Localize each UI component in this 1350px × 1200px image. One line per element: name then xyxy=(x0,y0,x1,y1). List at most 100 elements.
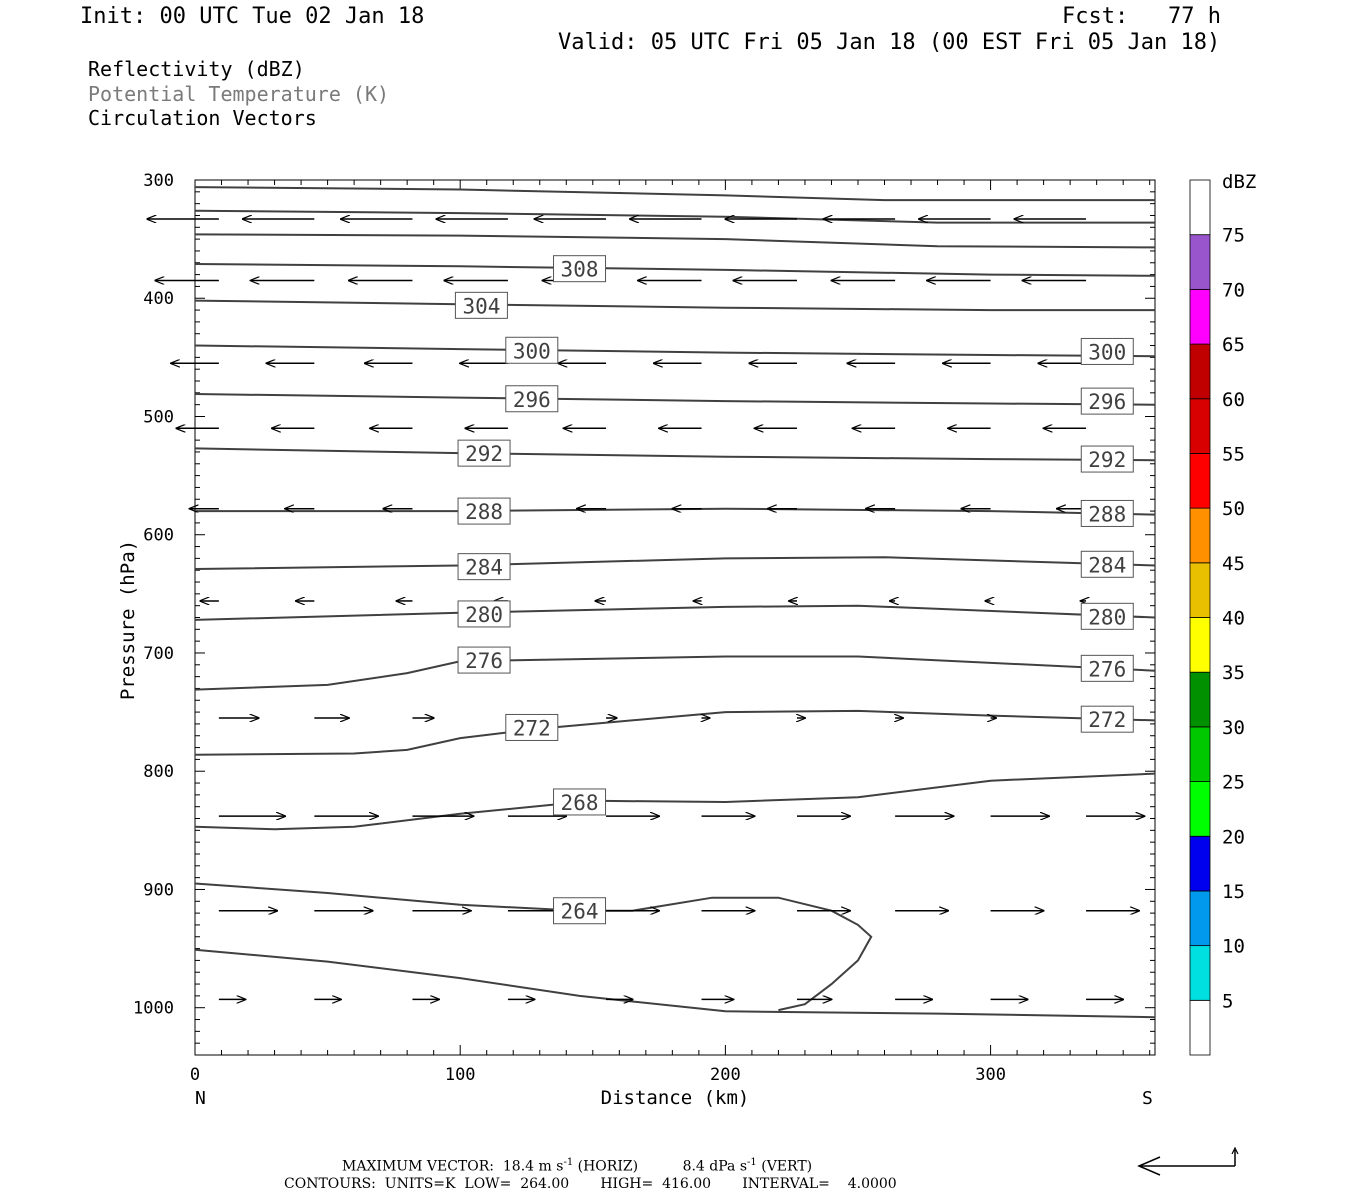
colorbar-level-label: 65 xyxy=(1222,334,1245,356)
reference-vector-icon xyxy=(1137,1146,1239,1176)
contour-label-box xyxy=(505,713,559,741)
theta-contour-264 xyxy=(194,882,873,1012)
colorbar-level-label: 20 xyxy=(1222,826,1245,848)
colorbar-level-label: 10 xyxy=(1222,936,1245,958)
contour-label-box xyxy=(457,439,511,467)
colorbar-level-label: 75 xyxy=(1222,225,1245,247)
contour-label-box xyxy=(1080,387,1134,415)
field-vectors-title: Circulation Vectors xyxy=(88,106,317,130)
y-tick-labels: 300 400 500 600 700 800 900 1000 xyxy=(133,171,174,1019)
theta-contour-296 xyxy=(194,393,1156,406)
contour-label-box xyxy=(457,646,511,674)
contour-label-box xyxy=(505,336,559,364)
colorbar-swatch xyxy=(1189,617,1211,673)
x-tick-label: 0 xyxy=(190,1065,200,1085)
contour-label: 288 xyxy=(465,500,503,524)
y-tick-label: 600 xyxy=(143,526,174,546)
contour-label-box xyxy=(457,497,511,525)
theta-contour-304 xyxy=(194,299,1155,312)
contour-label: 300 xyxy=(1088,340,1126,364)
contour-label-box xyxy=(457,553,511,581)
colorbar-title: dBZ xyxy=(1222,171,1256,193)
x-axis-label: Distance (km) xyxy=(601,1087,750,1109)
theta-contour-312 xyxy=(194,209,1155,224)
y-tick-label: 1000 xyxy=(133,999,174,1019)
x-tick-label: 200 xyxy=(710,1065,741,1085)
contour-label: 272 xyxy=(1088,708,1126,732)
x-tick-label: 100 xyxy=(445,1065,476,1085)
colorbar-level-label: 70 xyxy=(1222,279,1245,301)
theta-contour-276 xyxy=(194,655,1156,691)
colorbar-level-label: 45 xyxy=(1222,553,1245,575)
colorbar-swatch xyxy=(1189,507,1211,564)
colorbar-level-label: 50 xyxy=(1222,498,1245,520)
theta-contour-labels: 308 304 300 300 296 296 292 292 288 288 284 284 280 2… xyxy=(454,255,1134,925)
contour-label-box xyxy=(1080,602,1134,630)
colorbar-swatch xyxy=(1189,781,1211,837)
contour-label-box xyxy=(1080,654,1134,682)
colorbar-swatch xyxy=(1189,562,1211,618)
theta-contour-292 xyxy=(194,447,1156,462)
x-end-label-north: N xyxy=(195,1088,206,1109)
contour-label-box xyxy=(457,600,511,628)
contour-label-box xyxy=(553,788,607,816)
theta-contour-316 xyxy=(194,186,1155,202)
colorbar-swatch xyxy=(1189,288,1211,345)
contour-label-box xyxy=(1080,499,1134,527)
contour-label: 304 xyxy=(462,294,500,318)
x-end-label-south: S xyxy=(1142,1088,1153,1109)
contour-label: 276 xyxy=(465,649,503,673)
colorbar-level-label: 60 xyxy=(1222,389,1245,411)
colorbar-swatch xyxy=(1189,453,1211,509)
theta-contour-300 xyxy=(194,344,1156,358)
contour-label-box xyxy=(1080,550,1134,578)
y-tick-label: 300 xyxy=(143,171,174,191)
theta-contour-280 xyxy=(194,604,1156,621)
contour-label: 284 xyxy=(465,556,503,580)
max-vector-label: MAXIMUM VECTOR: xyxy=(342,1158,494,1175)
colorbar-swatch xyxy=(1189,726,1211,782)
contour-label: 308 xyxy=(561,258,599,282)
circulation-vectors xyxy=(147,219,1144,999)
y-tick-label: 800 xyxy=(143,762,174,782)
valid-time: Valid: 05 UTC Fri 05 Jan 18 (00 EST Fri … xyxy=(558,30,1221,55)
theta-contours xyxy=(194,186,1156,1019)
colorbar-level-label: 5 xyxy=(1222,990,1233,1012)
theta-contour-268 xyxy=(194,772,1156,831)
colorbar-swatch xyxy=(1189,671,1211,728)
contour-label: 300 xyxy=(513,339,551,363)
colorbar-swatch xyxy=(1189,234,1211,290)
field-theta-title: Potential Temperature (K) xyxy=(88,82,390,106)
contour-label: 292 xyxy=(1088,448,1126,472)
contour-label: 288 xyxy=(1088,502,1126,526)
y-axis-label: Pressure (hPa) xyxy=(117,540,139,700)
colorbar-level-label: 35 xyxy=(1222,662,1245,684)
contour-label-box xyxy=(553,255,607,283)
colorbar-swatch xyxy=(1189,398,1211,454)
contour-label-box xyxy=(1080,337,1134,365)
contour-label-box xyxy=(553,897,607,925)
vert-unit-exponent: -1 xyxy=(747,1157,757,1168)
contours-info-line: CONTOURS: UNITS=K LOW= 264.00 HIGH= 416.… xyxy=(284,1176,897,1192)
colorbar-swatch xyxy=(1189,890,1211,947)
contour-label-box xyxy=(1080,445,1134,473)
theta-contour-288 xyxy=(195,507,1156,516)
forecast-hour: Fcst: 77 h xyxy=(1062,4,1221,29)
colorbar-swatch xyxy=(1189,179,1211,236)
y-tick-label: 700 xyxy=(143,644,174,664)
contour-label: 292 xyxy=(465,442,503,466)
theta-contour-308 xyxy=(194,263,1156,277)
colorbar-level-label: 25 xyxy=(1222,772,1245,794)
plot-frame xyxy=(194,179,1156,1056)
colorbar-swatch xyxy=(1189,999,1211,1056)
y-tick-label: 400 xyxy=(143,289,174,309)
vert-max-value: 8.4 dPa s xyxy=(682,1158,748,1175)
colorbar-level-label: 30 xyxy=(1222,717,1245,739)
y-tick-label: 900 xyxy=(143,880,174,900)
theta-contour-264 xyxy=(194,948,1156,1019)
contour-label: 296 xyxy=(513,388,551,412)
vert-tag: (VERT) xyxy=(761,1158,813,1175)
colorbar-level-label: 15 xyxy=(1222,881,1245,903)
contour-label-box xyxy=(505,385,559,413)
